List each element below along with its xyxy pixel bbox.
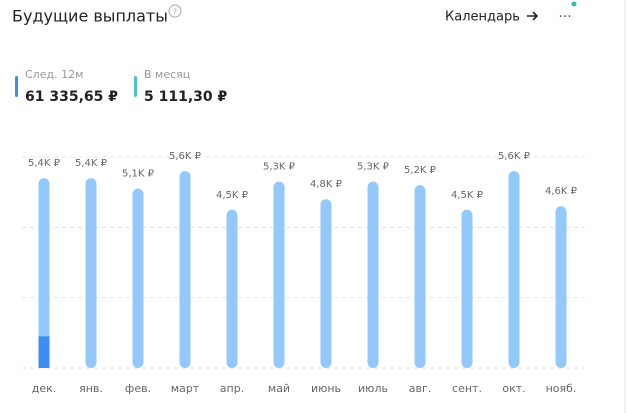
bar xyxy=(367,181,379,368)
bar xyxy=(414,185,426,368)
arrow-icon xyxy=(527,11,539,21)
x-tick-label: янв. xyxy=(79,382,103,395)
x-tick-label: март xyxy=(171,382,200,395)
x-tick-label: дек. xyxy=(32,382,57,395)
value-label: 4,5K ₽ xyxy=(216,190,249,201)
x-tick-label: окт. xyxy=(502,382,525,395)
value-label: 5,1K ₽ xyxy=(122,169,155,180)
help-icon[interactable] xyxy=(168,4,182,18)
x-tick-label: май xyxy=(268,382,290,395)
bar xyxy=(132,188,144,368)
bar xyxy=(320,199,332,368)
x-tick-label: нояб. xyxy=(546,382,577,395)
stat-label: След. 12м xyxy=(25,68,83,81)
value-label: 5,2K ₽ xyxy=(404,165,437,176)
bar xyxy=(555,206,567,368)
bar xyxy=(461,209,473,368)
calendar-link[interactable]: Календарь xyxy=(445,10,520,25)
bar-highlight xyxy=(38,336,50,368)
x-tick-label: апр. xyxy=(220,382,244,395)
stat-marker xyxy=(15,76,18,97)
value-label: 4,6K ₽ xyxy=(545,186,578,197)
bar xyxy=(179,171,191,368)
value-label: 5,6K ₽ xyxy=(169,151,202,162)
value-label: 5,3K ₽ xyxy=(263,162,296,173)
value-label: 5,4K ₽ xyxy=(75,158,108,169)
x-tick-label: июнь xyxy=(311,382,341,395)
stat-marker xyxy=(134,76,137,97)
value-label: 4,8K ₽ xyxy=(310,179,343,190)
stat-value: 61 335,65 ₽ xyxy=(25,89,118,105)
value-label: 5,6K ₽ xyxy=(498,151,531,162)
stat-value: 5 111,30 ₽ xyxy=(144,89,228,105)
menu[interactable]: ··· xyxy=(558,9,571,25)
bar xyxy=(226,209,238,368)
bar xyxy=(85,178,97,368)
value-label: 5,3K ₽ xyxy=(357,162,390,173)
bar xyxy=(508,171,520,368)
x-tick-label: июль xyxy=(358,382,388,395)
x-tick-label: фев. xyxy=(125,382,151,395)
x-tick-label: авг. xyxy=(409,382,432,395)
help-icon-mark: ? xyxy=(173,8,177,17)
value-label: 4,5K ₽ xyxy=(451,190,484,201)
title: Будущие выплаты xyxy=(12,7,168,26)
badge xyxy=(571,1,577,7)
x-tick-label: сент. xyxy=(452,382,482,395)
bar xyxy=(273,181,285,368)
bar xyxy=(38,178,50,368)
value-label: 5,4K ₽ xyxy=(28,158,61,169)
stat-label: В месяц xyxy=(144,68,190,81)
